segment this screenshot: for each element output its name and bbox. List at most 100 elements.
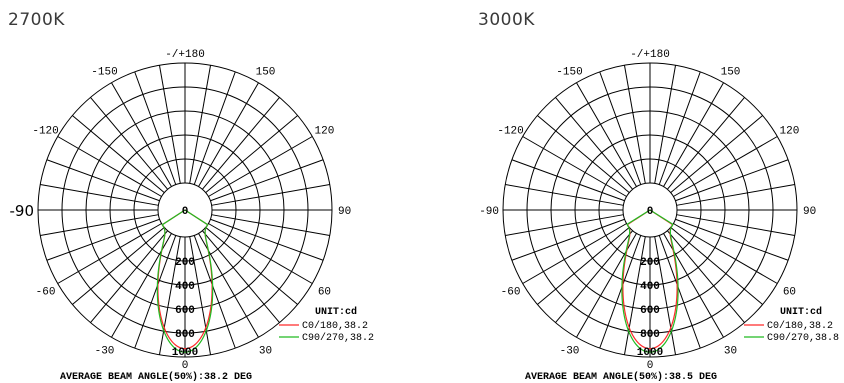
- series-curve: [156, 209, 214, 353]
- angle-label: 120: [780, 126, 800, 138]
- angle-label: -90: [479, 206, 499, 218]
- grid-spoke: [158, 65, 181, 184]
- grid-spoke: [40, 183, 159, 206]
- radial-label: 1000: [172, 347, 198, 359]
- radial-label: 200: [175, 257, 195, 269]
- radial-label: 400: [175, 281, 195, 293]
- angle-label: -90: [10, 202, 35, 220]
- unit-label: UNIT:cd: [315, 306, 357, 318]
- grid-spoke: [210, 159, 324, 202]
- grid-spoke: [111, 82, 172, 187]
- grid-spoke: [193, 71, 236, 185]
- grid-spoke: [537, 115, 630, 194]
- legend-entry: C90/270,38.2: [302, 332, 374, 344]
- grid-spoke: [555, 97, 634, 190]
- grid-spoke: [673, 223, 778, 284]
- angle-label: -30: [95, 345, 115, 357]
- grid-spoke: [666, 230, 745, 323]
- grid-spoke: [576, 82, 637, 187]
- radial-label: 600: [640, 305, 660, 317]
- radial-label: 200: [640, 257, 660, 269]
- grid-spoke: [46, 159, 160, 202]
- grid-spoke: [72, 115, 165, 194]
- grid-spoke: [505, 183, 624, 206]
- polar-grid: [37, 62, 333, 358]
- angle-label: -60: [36, 287, 56, 299]
- angle-label: 60: [318, 287, 331, 299]
- angle-label: 150: [721, 67, 741, 79]
- angle-label: 30: [259, 345, 272, 357]
- polar-chart-2700k: 2700K -/+180 150 120 90 60 30 0 -30 -60 -90 -120 -1…: [8, 10, 375, 383]
- grid-spoke: [205, 226, 298, 305]
- grid-spoke: [189, 236, 212, 355]
- grid-spoke: [46, 218, 160, 261]
- legend-entry: C90/270,38.8: [767, 332, 839, 344]
- angle-label: -120: [32, 126, 58, 138]
- chart-title: 2700K: [8, 10, 65, 30]
- grid-spoke: [90, 97, 169, 190]
- grid-spoke: [158, 236, 181, 355]
- grid-spoke: [623, 236, 646, 355]
- grid-spoke: [511, 159, 625, 202]
- grid-spoke: [658, 71, 701, 185]
- grid-spoke: [522, 136, 627, 197]
- angle-label: 120: [315, 126, 335, 138]
- polar-plot: -/+180 150 120 90 60 30 0 -30 -60 -90 -120 -150 0 200…: [10, 49, 375, 383]
- angle-label: 150: [256, 67, 276, 79]
- grid-spoke: [675, 218, 789, 261]
- grid-spoke: [537, 226, 630, 305]
- angle-label: -/+180: [165, 49, 205, 61]
- grid-spoke: [211, 214, 330, 237]
- grid-spoke: [40, 214, 159, 237]
- angle-label: -120: [497, 126, 523, 138]
- grid-spoke: [599, 235, 642, 349]
- angle-label: -150: [91, 67, 117, 79]
- angle-label: 90: [803, 206, 816, 218]
- grid-spoke: [208, 223, 313, 284]
- grid-spoke: [511, 218, 625, 261]
- angle-label: 30: [724, 345, 737, 357]
- grid-spoke: [555, 230, 634, 323]
- grid-spoke: [72, 226, 165, 305]
- grid-spoke: [57, 223, 162, 284]
- grid-spoke: [670, 226, 763, 305]
- grid-spoke: [57, 136, 162, 197]
- grid-spoke: [623, 65, 646, 184]
- chart-title: 3000K: [478, 10, 535, 30]
- radial-label: 1000: [637, 347, 663, 359]
- angle-label: 0: [647, 360, 654, 372]
- angle-label: 60: [783, 287, 796, 299]
- beam-angle-footer: AVERAGE BEAM ANGLE(50%):38.5 DEG: [525, 371, 717, 383]
- grid-spoke: [675, 159, 789, 202]
- angle-label: -30: [560, 345, 580, 357]
- legend-entry: C0/180,38.2: [767, 320, 833, 332]
- unit-label: UNIT:cd: [780, 306, 822, 318]
- angle-label: -60: [501, 287, 521, 299]
- radial-label: 400: [640, 281, 660, 293]
- grid-spoke: [201, 97, 280, 190]
- angle-label: 0: [182, 360, 189, 372]
- grid-spoke: [676, 214, 795, 237]
- grid-spoke: [201, 230, 280, 323]
- grid-spoke: [189, 65, 212, 184]
- angle-label: -/+180: [630, 49, 670, 61]
- polar-grid: [502, 62, 798, 358]
- radial-label: 600: [175, 305, 195, 317]
- grid-spoke: [663, 82, 724, 187]
- grid-spoke: [599, 71, 642, 185]
- grid-spoke: [666, 97, 745, 190]
- legend-entry: C0/180,38.2: [302, 320, 368, 332]
- grid-spoke: [90, 230, 169, 323]
- radial-label: 0: [182, 206, 189, 218]
- grid-spoke: [673, 136, 778, 197]
- angle-label: 90: [338, 206, 351, 218]
- grid-spoke: [670, 115, 763, 194]
- polar-chart-3000k: 3000K -/+180 150 120 90 60 30 0 -30 -60 -90 -120 -1…: [422, 0, 844, 383]
- grid-spoke: [205, 115, 298, 194]
- grid-spoke: [676, 183, 795, 206]
- grid-spoke: [134, 235, 177, 349]
- grid-spoke: [198, 82, 259, 187]
- grid-spoke: [211, 183, 330, 206]
- grid-spoke: [208, 136, 313, 197]
- grid-spoke: [193, 235, 236, 349]
